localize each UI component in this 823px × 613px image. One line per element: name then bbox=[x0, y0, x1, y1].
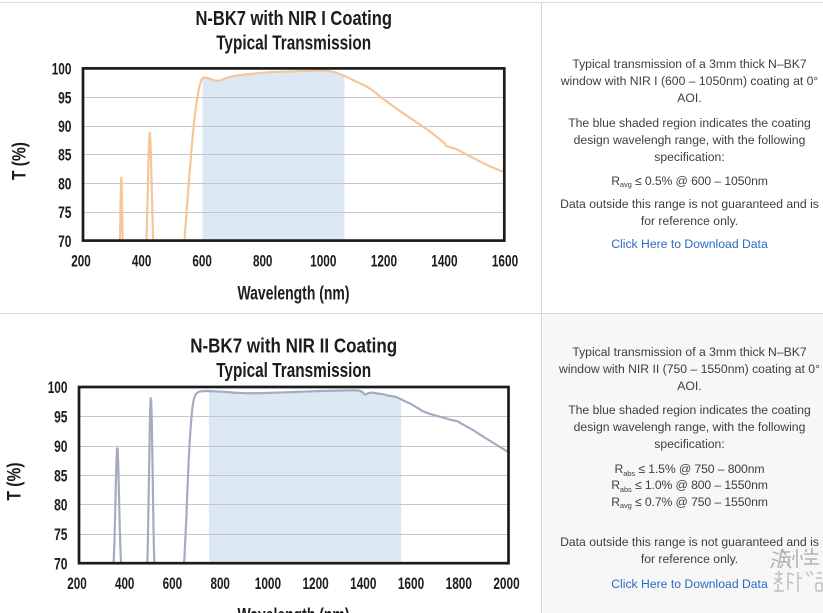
svg-text:90: 90 bbox=[54, 437, 67, 456]
svg-text:95: 95 bbox=[54, 408, 67, 427]
svg-text:600: 600 bbox=[163, 574, 183, 593]
svg-text:1000: 1000 bbox=[255, 574, 281, 593]
svg-text:Wavelength (nm): Wavelength (nm) bbox=[238, 284, 350, 305]
svg-text:T (%): T (%) bbox=[5, 463, 26, 501]
svg-text:200: 200 bbox=[71, 252, 91, 271]
svg-text:1800: 1800 bbox=[446, 574, 472, 593]
svg-text:75: 75 bbox=[58, 203, 71, 222]
svg-text:85: 85 bbox=[54, 466, 67, 485]
svg-text:95: 95 bbox=[58, 88, 71, 107]
svg-text:1400: 1400 bbox=[431, 252, 457, 271]
svg-text:Wavelength (nm): Wavelength (nm) bbox=[238, 606, 350, 613]
svg-text:1600: 1600 bbox=[492, 252, 518, 271]
svg-text:90: 90 bbox=[58, 117, 71, 136]
svg-text:N-BK7 with NIR I Coating: N-BK7 with NIR I Coating bbox=[195, 8, 392, 30]
svg-text:75: 75 bbox=[54, 525, 67, 544]
svg-text:100: 100 bbox=[52, 60, 72, 79]
svg-text:T (%): T (%) bbox=[9, 142, 30, 180]
svg-text:70: 70 bbox=[54, 554, 67, 573]
svg-text:Typical Transmission: Typical Transmission bbox=[216, 360, 371, 382]
svg-text:70: 70 bbox=[58, 232, 71, 251]
svg-text:400: 400 bbox=[115, 574, 135, 593]
svg-text:N-BK7 with NIR II Coating: N-BK7 with NIR II Coating bbox=[190, 336, 397, 358]
svg-text:1400: 1400 bbox=[350, 574, 376, 593]
svg-text:400: 400 bbox=[132, 252, 152, 271]
svg-text:800: 800 bbox=[253, 252, 273, 271]
svg-text:1600: 1600 bbox=[398, 574, 424, 593]
svg-text:100: 100 bbox=[48, 378, 68, 397]
svg-text:Typical Transmission: Typical Transmission bbox=[216, 33, 371, 55]
svg-text:1200: 1200 bbox=[302, 574, 328, 593]
svg-text:85: 85 bbox=[58, 146, 71, 165]
svg-text:800: 800 bbox=[210, 574, 230, 593]
svg-text:2000: 2000 bbox=[493, 574, 519, 593]
svg-text:200: 200 bbox=[67, 574, 87, 593]
svg-text:1000: 1000 bbox=[310, 252, 336, 271]
svg-text:600: 600 bbox=[192, 252, 212, 271]
svg-text:1200: 1200 bbox=[371, 252, 397, 271]
svg-text:80: 80 bbox=[54, 496, 67, 515]
svg-text:80: 80 bbox=[58, 174, 71, 193]
